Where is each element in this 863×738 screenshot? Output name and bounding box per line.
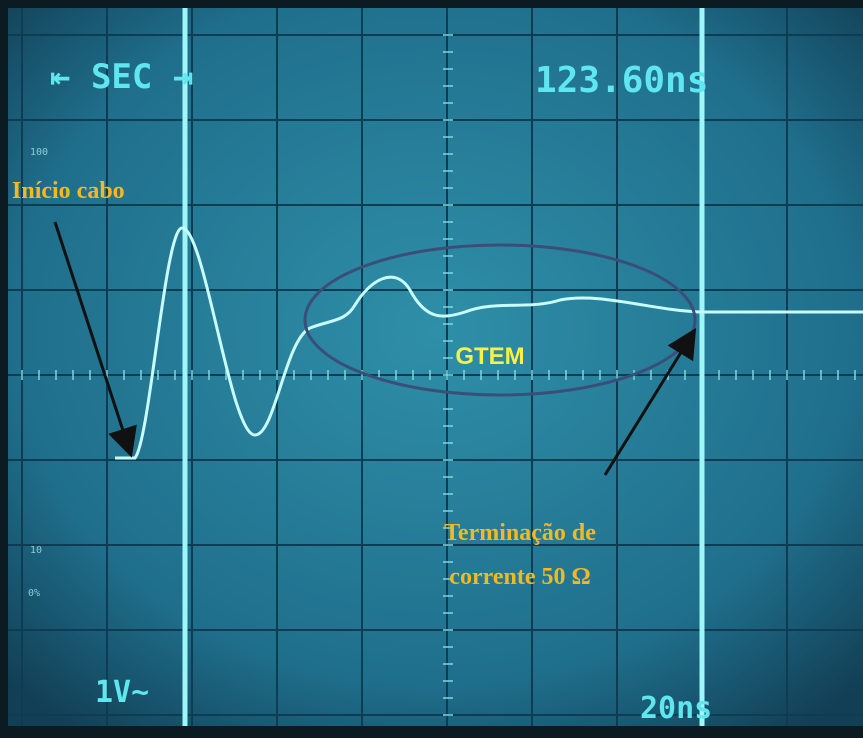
header-left: ⇤ SEC ⇥ [50, 57, 193, 97]
annotation: Início cabo [12, 178, 125, 204]
time-per-div: 20ns [640, 691, 712, 726]
scale-label: 10 [30, 545, 42, 556]
annotation: corrente 50 Ω [449, 564, 590, 590]
waveform [115, 226, 863, 460]
scale-label: 0% [28, 588, 40, 599]
screen [8, 8, 863, 726]
arrow [603, 327, 697, 476]
highlight-ellipse [303, 243, 697, 397]
volts-per-div: 1V~ [95, 675, 149, 710]
annotation: Terminação de [444, 520, 596, 546]
arrow [53, 221, 137, 458]
annotation: GTEM [455, 343, 524, 370]
scale-label: 100 [30, 147, 48, 158]
header-right: 123.60ns [535, 60, 708, 101]
